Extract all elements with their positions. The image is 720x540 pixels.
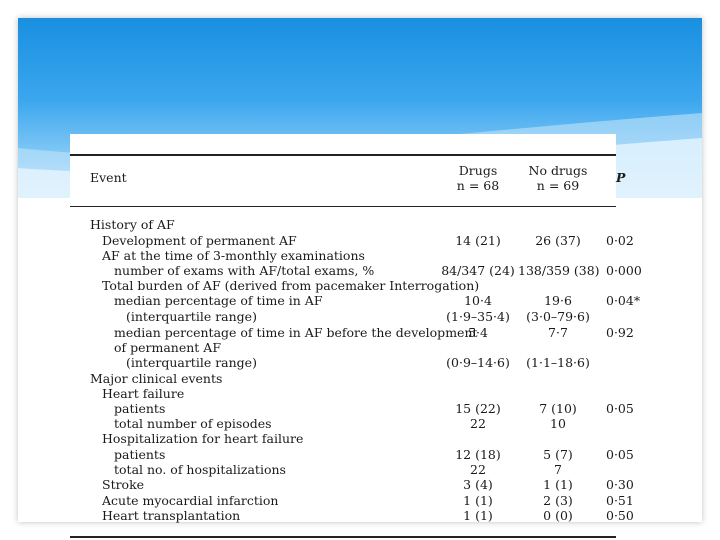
row-label: (interquartile range) bbox=[126, 309, 257, 324]
row-drugs-value: 1 (1) bbox=[463, 508, 493, 523]
row-drugs-value: (0·9–14·6) bbox=[446, 355, 510, 370]
row-drugs-value: 22 bbox=[470, 416, 486, 431]
row-drugs-value: 22 bbox=[470, 462, 486, 477]
row-label: total no. of hospitalizations bbox=[114, 462, 286, 477]
header-drugs: Drugs bbox=[458, 163, 498, 178]
row-label: Heart transplantation bbox=[102, 508, 241, 523]
row-drugs-value: (1·9–35·4) bbox=[446, 309, 510, 324]
row-label: patients bbox=[114, 447, 166, 462]
row-label: total number of episodes bbox=[114, 416, 272, 431]
row-label: AF at the time of 3-monthly examinations bbox=[102, 248, 365, 263]
row-label: (interquartile range) bbox=[126, 355, 257, 370]
row-label: Major clinical events bbox=[90, 371, 223, 386]
header-p: P bbox=[616, 170, 626, 185]
row-label: patients bbox=[114, 401, 166, 416]
row-label: Stroke bbox=[102, 477, 145, 492]
row-drugs-value: 84/347 (24) bbox=[441, 263, 515, 278]
row-no-drugs-value: (1·1–18·6) bbox=[526, 355, 590, 370]
row-no-drugs-value: 19·6 bbox=[544, 293, 572, 308]
row-p-value: 0·30 bbox=[606, 477, 634, 492]
row-no-drugs-value: 0 (0) bbox=[543, 508, 573, 523]
row-no-drugs-value: (3·0–79·6) bbox=[526, 309, 590, 324]
table-header-rule bbox=[70, 206, 616, 207]
row-p-value: 0·05 bbox=[606, 447, 634, 462]
row-label: Hospitalization for heart failure bbox=[102, 431, 304, 446]
row-p-value: 0·51 bbox=[606, 493, 634, 508]
row-label: Heart failure bbox=[102, 386, 185, 401]
row-label: Total burden of AF (derived from pacemak… bbox=[102, 278, 480, 293]
row-label: of permanent AF bbox=[114, 340, 222, 355]
row-no-drugs-value: 10 bbox=[550, 416, 566, 431]
row-p-value: 0·05 bbox=[606, 401, 634, 416]
row-no-drugs-value: 7·7 bbox=[548, 325, 568, 340]
row-drugs-value: 10·4 bbox=[464, 293, 492, 308]
row-p-value: 0·02 bbox=[606, 233, 634, 248]
row-no-drugs-value: 138/359 (38) bbox=[518, 263, 600, 278]
header-drugs-n: n = 68 bbox=[456, 178, 500, 193]
row-no-drugs-value: 2 (3) bbox=[543, 493, 573, 508]
row-drugs-value: 15 (22) bbox=[455, 401, 501, 416]
row-p-value: 0·50 bbox=[606, 508, 634, 523]
row-drugs-value: 5·4 bbox=[468, 325, 488, 340]
table-bottom-rule bbox=[70, 536, 616, 538]
row-label: Acute myocardial infarction bbox=[102, 493, 279, 508]
row-label: median percentage of time in AF before t… bbox=[114, 325, 478, 340]
row-p-value: 0·000 bbox=[606, 263, 642, 278]
row-p-value: 0·92 bbox=[606, 325, 634, 340]
row-p-value: 0·04* bbox=[606, 293, 641, 308]
results-table: Event Drugs n = 68 No drugs n = 69 P His… bbox=[70, 134, 642, 538]
header-no-drugs: No drugs bbox=[528, 163, 588, 178]
row-label: Development of permanent AF bbox=[102, 233, 297, 248]
row-label: median percentage of time in AF bbox=[114, 293, 323, 308]
header-event: Event bbox=[90, 170, 127, 185]
row-no-drugs-value: 7 bbox=[554, 462, 562, 477]
row-label: number of exams with AF/total exams, % bbox=[114, 263, 375, 278]
header-no-drugs-n: n = 69 bbox=[536, 178, 580, 193]
row-drugs-value: 14 (21) bbox=[455, 233, 501, 248]
row-label: History of AF bbox=[90, 217, 175, 232]
row-no-drugs-value: 5 (7) bbox=[543, 447, 573, 462]
row-no-drugs-value: 7 (10) bbox=[539, 401, 577, 416]
row-no-drugs-value: 26 (37) bbox=[535, 233, 581, 248]
table-top-rule bbox=[70, 154, 616, 156]
row-drugs-value: 3 (4) bbox=[463, 477, 493, 492]
row-no-drugs-value: 1 (1) bbox=[543, 477, 573, 492]
row-drugs-value: 12 (18) bbox=[455, 447, 501, 462]
row-drugs-value: 1 (1) bbox=[463, 493, 493, 508]
